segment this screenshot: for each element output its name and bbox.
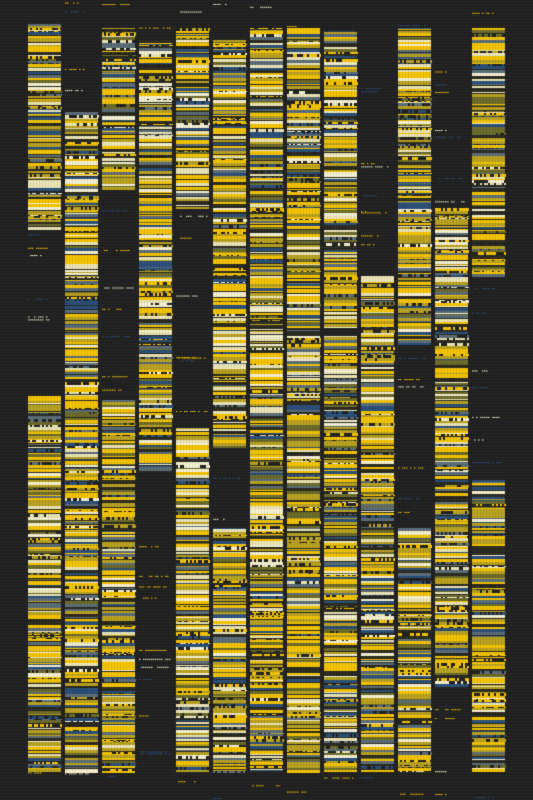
striped-columns-artwork — [0, 0, 533, 800]
